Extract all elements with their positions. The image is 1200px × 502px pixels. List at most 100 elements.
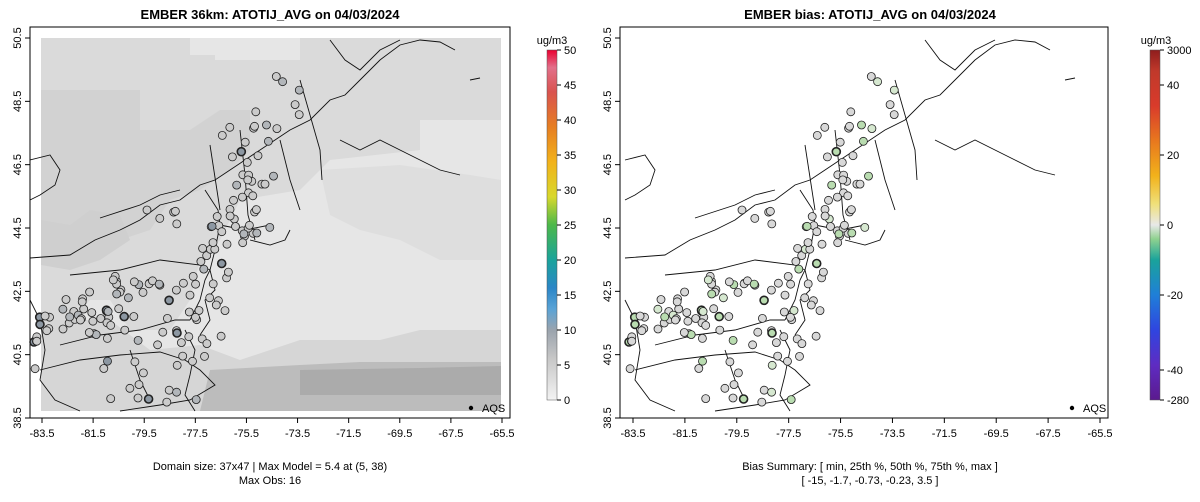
right-plot-frame <box>619 26 1109 419</box>
aqs-site-marker <box>733 287 743 297</box>
aqs-site-marker <box>244 220 254 230</box>
aqs-site-marker <box>786 279 795 289</box>
aqs-site-marker <box>208 279 218 289</box>
right-legend-label: AQS <box>1083 403 1106 415</box>
aqs-site-marker <box>188 356 197 366</box>
aqs-site-marker <box>811 331 821 341</box>
aqs-site-marker <box>748 340 757 350</box>
y-tick-label: 42.5 <box>12 281 24 302</box>
aqs-site-marker <box>176 338 186 348</box>
left-colorbar-ticks: 0 5 10 15 20 25 30 35 40 45 50 <box>557 45 576 407</box>
aqs-site-marker <box>294 110 304 119</box>
aqs-site-marker <box>656 295 666 304</box>
y-tick-label: 40.5 <box>602 344 614 365</box>
aqs-site-marker <box>698 333 707 343</box>
aqs-site-marker <box>153 340 163 350</box>
aqs-site-marker <box>767 328 777 338</box>
aqs-site-marker <box>217 227 227 237</box>
aqs-site-marker <box>701 394 711 404</box>
aqs-site-marker <box>99 364 109 373</box>
aqs-site-marker <box>817 239 827 249</box>
aqs-site-marker <box>220 306 230 316</box>
aqs-site-marker <box>767 360 777 370</box>
aqs-site-marker <box>133 393 143 403</box>
colorbar-tick-label: 40 <box>564 115 576 127</box>
aqs-site-marker <box>627 336 637 346</box>
x-tick-label: -81.5 <box>672 428 697 440</box>
aqs-site-marker <box>885 100 895 109</box>
y-tick-label: 40.5 <box>12 344 24 365</box>
y-tick-label: 46.5 <box>12 154 24 175</box>
aqs-site-marker <box>759 295 769 306</box>
aqs-site-marker <box>227 152 237 162</box>
aqs-site-marker <box>630 319 640 330</box>
aqs-site-marker <box>729 380 739 390</box>
aqs-site-marker <box>164 385 174 395</box>
aqs-site-marker <box>184 332 194 342</box>
aqs-site-marker <box>671 315 680 325</box>
x-tick-label: -83.5 <box>29 428 54 440</box>
aqs-site-marker <box>728 335 738 345</box>
aqs-site-marker <box>625 364 635 374</box>
aqs-site-marker <box>198 243 208 253</box>
aqs-site-marker <box>223 267 233 277</box>
right-x-axis: -83.5 -81.5 -79.5 -77.5 -75.5 -73.5 -71.5 -69.5… <box>620 418 1113 440</box>
aqs-site-marker <box>635 311 645 321</box>
colorbar-tick-label: 0 <box>1167 220 1173 232</box>
aqs-site-marker <box>843 191 853 201</box>
aqs-site-marker <box>698 356 707 366</box>
aqs-site-marker <box>682 308 692 318</box>
y-tick-label: 38.5 <box>602 407 614 428</box>
aqs-site-marker <box>779 307 789 317</box>
aqs-site-marker <box>802 221 812 231</box>
aqs-site-marker <box>803 279 813 289</box>
aqs-site-marker <box>786 395 796 405</box>
aqs-site-marker <box>860 222 870 232</box>
aqs-site-marker <box>85 287 94 297</box>
colorbar-tick-label: 3000 <box>1167 45 1191 57</box>
aqs-site-marker <box>138 368 148 378</box>
aqs-site-marker <box>724 312 734 321</box>
right-colorbar-ticks: 3000 40 20 0 -20 -40 -280 <box>1160 45 1191 407</box>
aqs-site-marker <box>660 312 670 322</box>
aqs-site-marker <box>162 313 172 323</box>
aqs-site-marker <box>767 219 777 229</box>
aqs-site-marker <box>709 304 719 314</box>
aqs-site-marker <box>106 320 116 330</box>
aqs-site-marker <box>812 130 822 140</box>
x-tick-label: -73.5 <box>285 428 310 440</box>
aqs-site-marker <box>797 339 807 349</box>
aqs-site-marker <box>714 311 725 322</box>
aqs-site-marker <box>138 287 148 297</box>
aqs-site-marker <box>178 278 188 288</box>
right-caption-line1: Bias Summary: [ min, 25th %, 50th %, 75t… <box>742 461 998 473</box>
x-tick-label: -65.5 <box>1087 428 1112 440</box>
aqs-site-marker <box>188 271 198 281</box>
aqs-site-marker <box>32 336 42 346</box>
aqs-site-marker <box>757 397 767 407</box>
aqs-site-marker <box>837 157 847 167</box>
aqs-site-marker <box>867 124 877 134</box>
left-plot-frame <box>29 26 511 419</box>
aqs-site-marker <box>795 351 804 361</box>
right-colorbar-unit: ug/m3 <box>1141 35 1172 47</box>
y-tick-label: 48.5 <box>12 91 24 112</box>
aqs-site-marker <box>847 205 856 215</box>
aqs-site-marker <box>783 356 792 366</box>
aqs-site-marker <box>766 206 775 216</box>
aqs-site-marker <box>834 229 844 239</box>
aqs-site-marker <box>252 228 262 238</box>
aqs-site-marker <box>738 394 749 404</box>
aqs-site-marker <box>683 316 693 326</box>
aqs-site-marker <box>827 180 837 190</box>
x-tick-label: -73.5 <box>880 428 905 440</box>
aqs-site-marker <box>199 264 209 274</box>
colorbar-tick-label: -40 <box>1167 365 1183 377</box>
aqs-site-marker <box>831 146 842 157</box>
aqs-site-marker <box>129 312 139 321</box>
x-tick-label: -71.5 <box>932 428 957 440</box>
aqs-site-marker <box>40 311 50 321</box>
right-y-axis: 38.5 40.5 42.5 44.5 46.5 48.5 50.5 <box>602 27 620 429</box>
aqs-site-marker <box>172 219 182 229</box>
aqs-site-marker <box>720 383 730 393</box>
